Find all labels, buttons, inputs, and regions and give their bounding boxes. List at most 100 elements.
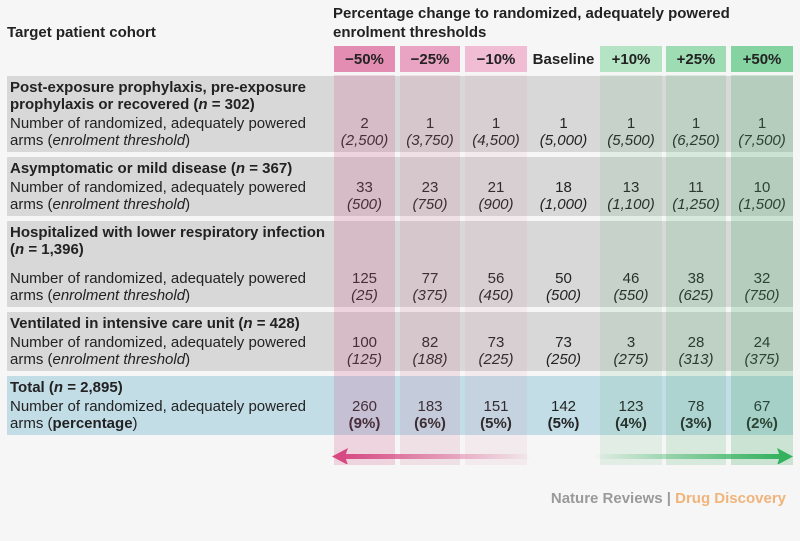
cell-value: 50 (555, 270, 572, 287)
n-label: n (198, 96, 208, 113)
description-emphasis: percentage (52, 415, 133, 432)
row-label: Total (n = 2,895) Number of randomized, a… (10, 379, 328, 432)
n-label: n (15, 241, 25, 258)
cell-secondary: (2,500) (340, 132, 389, 149)
table-cell: 151 (5%) (465, 398, 527, 432)
cohort-name: Post-exposure prophylaxis, pre-exposure … (10, 79, 306, 113)
cell-secondary: (5%) (547, 415, 580, 432)
cohort-title: Ventilated in intensive care unit (n = 4… (10, 315, 328, 332)
n-value: = 1,396) (24, 241, 84, 258)
total-row: Total (n = 2,895) Number of randomized, a… (7, 376, 793, 435)
cell-secondary: (500) (545, 287, 582, 304)
row-description: Number of randomized, adequately powered… (10, 179, 328, 213)
table-cell: 77 (375) (400, 270, 460, 304)
row-label: Post-exposure prophylaxis, pre-exposure … (10, 79, 328, 149)
column-header: +10% (600, 46, 662, 72)
n-label: n (53, 379, 64, 396)
cell-secondary: (7,500) (738, 132, 786, 149)
table-cell: 50 (500) (527, 270, 600, 304)
description-text: Number of randomized, adequately powered… (10, 270, 307, 304)
description-suffix: ) (185, 351, 191, 368)
cell-secondary: (1,000) (539, 196, 588, 213)
cell-secondary: (188) (412, 351, 448, 368)
table-cell: 82 (188) (400, 334, 460, 368)
cell-secondary: (2%) (746, 415, 778, 432)
description-suffix: ) (132, 415, 138, 432)
cohort-title: Post-exposure prophylaxis, pre-exposure … (10, 79, 328, 113)
n-value: = 302) (207, 96, 255, 113)
cell-secondary: (25) (351, 287, 378, 304)
cell-value: 13 (622, 179, 640, 196)
cell-secondary: (450) (478, 287, 514, 304)
row-description: Number of randomized, adequately powered… (10, 334, 328, 368)
cell-secondary: (3%) (680, 415, 712, 432)
row-description: Number of randomized, adequately powered… (10, 115, 328, 149)
cell-secondary: (6,250) (672, 132, 720, 149)
column-header: −50% (334, 46, 395, 72)
table-cell: 73 (250) (527, 334, 600, 368)
cell-secondary: (375) (412, 287, 448, 304)
cell-value: 77 (421, 270, 439, 287)
row-label: Asymptomatic or mild disease (n = 367) Nu… (10, 160, 328, 213)
cell-secondary: (375) (744, 351, 780, 368)
cell-secondary: (5%) (480, 415, 512, 432)
row-label: Ventilated in intensive care unit (n = 4… (10, 315, 328, 368)
cell-secondary: (9%) (348, 415, 381, 432)
table-cell: 1 (5,000) (527, 115, 600, 149)
row-label: Hospitalized with lower respiratory infe… (10, 224, 328, 304)
arrow-right-icon (593, 448, 793, 464)
table-cell: 3 (275) (600, 334, 662, 368)
cohort-title: Asymptomatic or mild disease (n = 367) (10, 160, 328, 177)
table-cell: 1 (4,500) (465, 115, 527, 149)
arrow-left-icon (332, 448, 532, 464)
column-header: +50% (731, 46, 793, 72)
cell-secondary: (3,750) (406, 132, 454, 149)
table-cell: 56 (450) (465, 270, 527, 304)
description-emphasis: enrolment threshold (52, 132, 186, 149)
cell-secondary: (125) (346, 351, 383, 368)
cohort-name: Hospitalized with lower respiratory infe… (10, 224, 326, 258)
table-cell: 78 (3%) (666, 398, 726, 432)
column-header: Baseline (527, 46, 600, 72)
percentage-header: Percentage change to randomized, adequat… (333, 5, 730, 41)
cell-value: 1 (757, 115, 767, 132)
cell-secondary: (250) (545, 351, 582, 368)
cohort-table: Post-exposure prophylaxis, pre-exposure … (7, 76, 793, 440)
direction-arrows (0, 448, 800, 466)
cell-value: 56 (487, 270, 505, 287)
cell-secondary: (225) (478, 351, 514, 368)
cell-value: 1 (491, 115, 501, 132)
cell-secondary: (625) (678, 287, 714, 304)
cell-value: 3 (626, 334, 636, 351)
table-cell: 10 (1,500) (731, 179, 793, 213)
cell-value: 38 (687, 270, 705, 287)
table-cell: 1 (7,500) (731, 115, 793, 149)
cohort-title: Hospitalized with lower respiratory infe… (10, 224, 328, 258)
cell-secondary: (900) (478, 196, 514, 213)
table-cell: 46 (550) (600, 270, 662, 304)
cohort-header: Target patient cohort (7, 24, 156, 41)
cohort-title: Total (n = 2,895) (10, 379, 328, 396)
cell-secondary: (275) (613, 351, 649, 368)
description-text: Number of randomized, adequately powered… (10, 398, 307, 432)
cell-value: 33 (356, 179, 373, 196)
cell-value: 21 (487, 179, 505, 196)
cell-secondary: (1,500) (738, 196, 786, 213)
n-value: = 428) (252, 315, 300, 332)
column-header: −25% (400, 46, 460, 72)
row-description: Number of randomized, adequately powered… (10, 270, 328, 304)
cell-secondary: (5,000) (539, 132, 588, 149)
cell-value: 78 (687, 398, 705, 415)
table-cell: 32 (750) (731, 270, 793, 304)
description-emphasis: enrolment threshold (52, 196, 186, 213)
cell-value: 11 (688, 179, 704, 196)
cell-secondary: (1,100) (607, 196, 655, 213)
cell-secondary: (750) (744, 287, 780, 304)
description-emphasis: enrolment threshold (52, 287, 186, 304)
description-suffix: ) (185, 287, 191, 304)
table-cell: 123 (4%) (600, 398, 662, 432)
cell-value: 1 (559, 115, 568, 132)
description-text: Number of randomized, adequately powered… (10, 179, 307, 213)
credit: Nature Reviews | Drug Discovery (551, 490, 786, 507)
description-text: Number of randomized, adequately powered… (10, 115, 307, 149)
